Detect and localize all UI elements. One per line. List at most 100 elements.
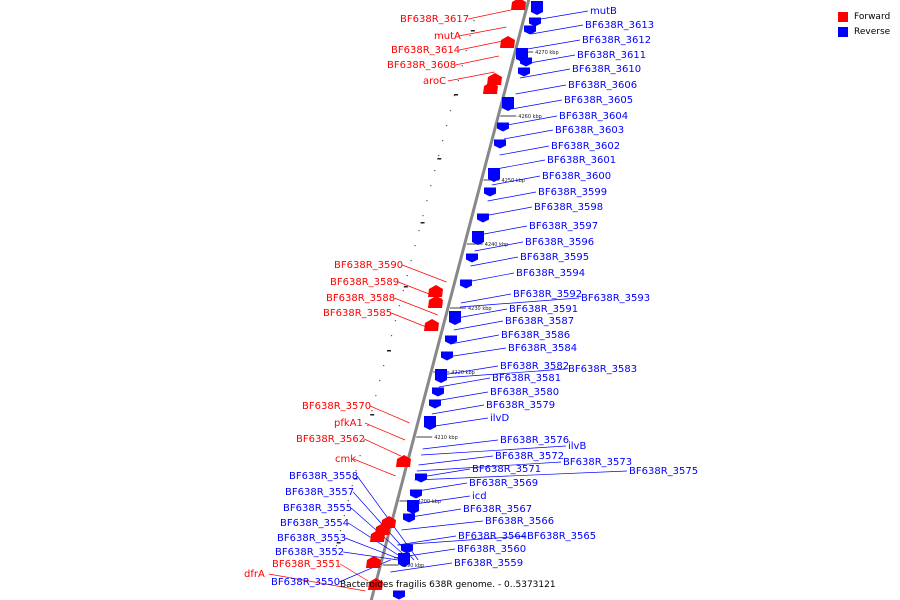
reverse-gene-label[interactable]: BF638R_3594 (516, 268, 585, 279)
reverse-gene-label[interactable]: BF638R_3595 (520, 252, 589, 263)
scale-dot (375, 395, 377, 397)
reverse-gene-label[interactable]: BF638R_3603 (555, 125, 624, 136)
reverse-gene-label[interactable]: BF638R_3592 (513, 289, 582, 300)
forward-gene-label[interactable]: BF638R_3588 (326, 293, 395, 304)
reverse-gene-label[interactable]: ilvD (490, 413, 509, 424)
reverse-leader (450, 334, 500, 345)
reverse-gene-label[interactable]: BF638R_3606 (568, 80, 637, 91)
reverse-gene-label[interactable]: icd (472, 491, 487, 502)
forward-leader (459, 40, 503, 51)
reverse-gene-label[interactable]: BF638R_3587 (505, 316, 574, 327)
reverse-gene-label[interactable]: BF638R_3575 (629, 466, 698, 477)
forward-gene-label[interactable]: BF638R_3551 (272, 559, 341, 570)
scale-dash (370, 414, 375, 416)
reverse-gene-label[interactable]: mutB (590, 6, 617, 17)
forward-gene-label[interactable]: BF638R_3562 (296, 434, 365, 445)
forward-gene-arrow (500, 36, 515, 48)
reverse-gene-label[interactable]: BF638R_3555 (283, 503, 352, 514)
forward-gene-label[interactable]: dfrA (244, 569, 265, 580)
reverse-gene-label[interactable]: BF638R_3558 (289, 471, 358, 482)
scale-dot (461, 65, 463, 67)
forward-gene-label[interactable]: BF638R_3570 (302, 401, 371, 412)
reverse-gene-label[interactable]: BF638R_3591 (509, 304, 578, 315)
reverse-gene-arrow (449, 311, 461, 325)
reverse-leader (345, 537, 403, 561)
reverse-gene-label[interactable]: BF638R_3565 (527, 531, 596, 542)
forward-gene-label[interactable]: BF638R_3585 (323, 308, 392, 319)
reverse-leader (459, 297, 580, 308)
reverse-gene-label[interactable]: BF638R_3584 (508, 343, 577, 354)
reverse-gene-label[interactable]: BF638R_3569 (469, 478, 538, 489)
reverse-gene-label[interactable]: BF638R_3572 (495, 451, 564, 462)
reverse-gene-label[interactable]: BF638R_3601 (547, 155, 616, 166)
reverse-gene-label[interactable]: BF638R_3567 (463, 504, 532, 515)
reverse-gene-label[interactable]: BF638R_3579 (486, 400, 555, 411)
forward-gene-label[interactable]: BF638R_3589 (330, 277, 399, 288)
scale-dot (430, 185, 432, 187)
legend-reverse-label: Reverse (854, 26, 891, 37)
forward-gene-label[interactable]: pfkA1 (334, 418, 363, 429)
scale-dash (387, 350, 391, 352)
reverse-gene-label[interactable]: BF638R_3612 (582, 35, 651, 46)
scale-dot (367, 425, 369, 427)
reverse-gene-label[interactable]: BF638R_3597 (529, 221, 598, 232)
reverse-gene-label[interactable]: ilvB (568, 441, 586, 452)
reverse-gene-label[interactable]: BF638R_3599 (538, 187, 607, 198)
reverse-gene-label[interactable]: BF638R_3557 (285, 487, 354, 498)
reverse-gene-label[interactable]: BF638R_3598 (534, 202, 603, 213)
reverse-gene-label[interactable]: BF638R_3596 (525, 237, 594, 248)
reverse-leader (531, 24, 584, 35)
reverse-gene-label[interactable]: BF638R_3553 (277, 533, 346, 544)
reverse-gene-label[interactable]: BF638R_3550 (271, 577, 340, 588)
reverse-gene-label[interactable]: BF638R_3580 (490, 387, 559, 398)
scale-dot (457, 80, 459, 82)
reverse-gene-label[interactable]: BF638R_3600 (542, 171, 611, 182)
reverse-gene-arrow (524, 25, 536, 35)
reverse-gene-label[interactable]: BF638R_3573 (563, 457, 632, 468)
scale-label: 4210 kbp (434, 435, 458, 441)
reverse-gene-label[interactable]: BF638R_3566 (485, 516, 554, 527)
reverse-gene-arrow (460, 279, 472, 289)
reverse-gene-label[interactable]: BF638R_3610 (572, 64, 641, 75)
forward-gene-label[interactable]: BF638R_3608 (387, 60, 456, 71)
reverse-gene-label[interactable]: BF638R_3564 (458, 531, 527, 542)
scale-dot (343, 515, 345, 517)
forward-leader (364, 438, 402, 457)
reverse-leader (441, 368, 567, 379)
reverse-gene-label[interactable]: BF638R_3583 (568, 364, 637, 375)
reverse-gene-label[interactable]: BF638R_3582 (500, 361, 569, 372)
reverse-gene-label[interactable]: BF638R_3611 (577, 50, 646, 61)
scale-dots (335, 20, 475, 547)
forward-gene-label[interactable]: BF638R_3614 (391, 45, 460, 56)
reverse-gene-label[interactable]: BF638R_3613 (585, 20, 654, 31)
reverse-gene-label[interactable]: BF638R_3605 (564, 95, 633, 106)
reverse-gene-label[interactable]: BF638R_3571 (472, 464, 541, 475)
forward-gene-label[interactable]: cmk (335, 454, 356, 465)
scale-dash (470, 30, 475, 32)
reverse-gene-label[interactable]: BF638R_3559 (454, 558, 523, 569)
scale-dash (454, 94, 459, 96)
reverse-leader (418, 455, 494, 466)
reverse-leader (421, 445, 567, 456)
reverse-gene-label[interactable]: BF638R_3602 (551, 141, 620, 152)
forward-gene-label[interactable]: BF638R_3590 (334, 260, 403, 271)
scale-dot (445, 125, 448, 127)
scale-label: 4190 kbp (401, 563, 425, 569)
reverse-gene-label[interactable]: BF638R_3554 (280, 518, 349, 529)
reverse-gene-label[interactable]: BF638R_3552 (275, 547, 344, 558)
reverse-gene-label[interactable]: BF638R_3576 (500, 435, 569, 446)
reverse-gene-label[interactable]: BF638R_3586 (501, 330, 570, 341)
reverse-leader (435, 391, 489, 402)
forward-gene-arrow (428, 285, 443, 297)
reverse-gene-label[interactable]: BF638R_3604 (559, 111, 628, 122)
forward-gene-label[interactable]: BF638R_3617 (400, 14, 469, 25)
forward-gene-label[interactable]: mutA (434, 31, 461, 42)
reverse-gene-arrow (445, 335, 457, 345)
reverse-gene-arrow (466, 253, 478, 263)
reverse-gene-label[interactable]: BF638R_3560 (457, 544, 526, 555)
forward-gene-label[interactable]: aroC (423, 76, 446, 87)
reverse-gene-label[interactable]: BF638R_3593 (581, 293, 650, 304)
reverse-gene-label[interactable]: BF638R_3581 (492, 373, 561, 384)
reverse-leader (422, 439, 499, 450)
forward-gene-arrow (511, 0, 526, 10)
